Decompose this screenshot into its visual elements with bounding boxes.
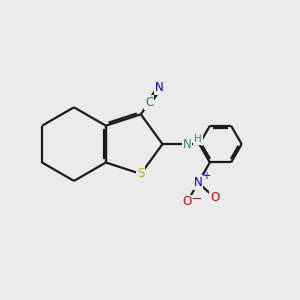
Text: C: C: [145, 96, 153, 109]
Text: N: N: [182, 138, 191, 151]
Text: N: N: [194, 176, 203, 189]
Text: O: O: [210, 191, 220, 204]
Text: O: O: [182, 196, 192, 208]
Text: N: N: [155, 81, 164, 94]
Text: H: H: [194, 134, 202, 144]
Text: −: −: [191, 193, 202, 206]
Text: S: S: [137, 167, 145, 180]
Text: +: +: [202, 171, 210, 182]
